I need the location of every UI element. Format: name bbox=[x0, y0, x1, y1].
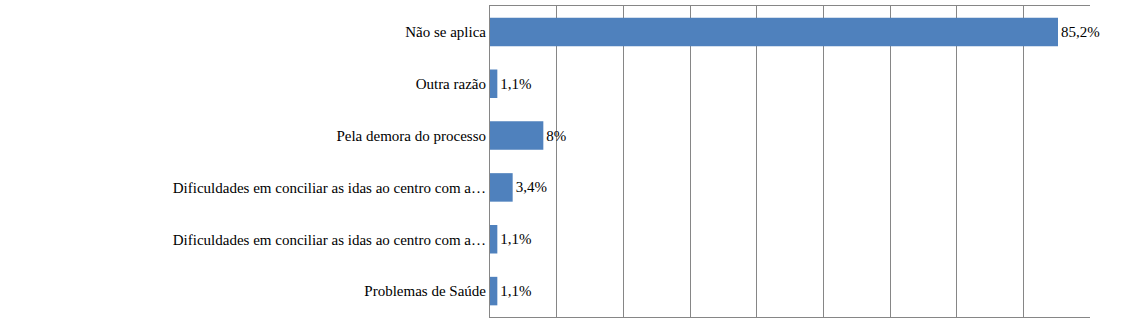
svg-text:8%: 8% bbox=[546, 128, 566, 144]
svg-text:Pela demora do processo: Pela demora do processo bbox=[336, 128, 486, 144]
svg-text:Não se aplica: Não se aplica bbox=[405, 24, 486, 40]
svg-text:Dificuldades em conciliar as i: Dificuldades em conciliar as idas ao cen… bbox=[173, 232, 486, 248]
svg-text:1,1%: 1,1% bbox=[500, 283, 531, 299]
svg-text:1,1%: 1,1% bbox=[500, 231, 531, 247]
svg-text:Outra razão: Outra razão bbox=[416, 76, 486, 92]
svg-text:85,2%: 85,2% bbox=[1061, 24, 1100, 40]
svg-text:3,4%: 3,4% bbox=[516, 179, 547, 195]
svg-text:Problemas de Saúde: Problemas de Saúde bbox=[364, 283, 486, 299]
svg-text:Dificuldades em conciliar as i: Dificuldades em conciliar as idas ao cen… bbox=[173, 180, 486, 196]
svg-text:1,1%: 1,1% bbox=[500, 76, 531, 92]
